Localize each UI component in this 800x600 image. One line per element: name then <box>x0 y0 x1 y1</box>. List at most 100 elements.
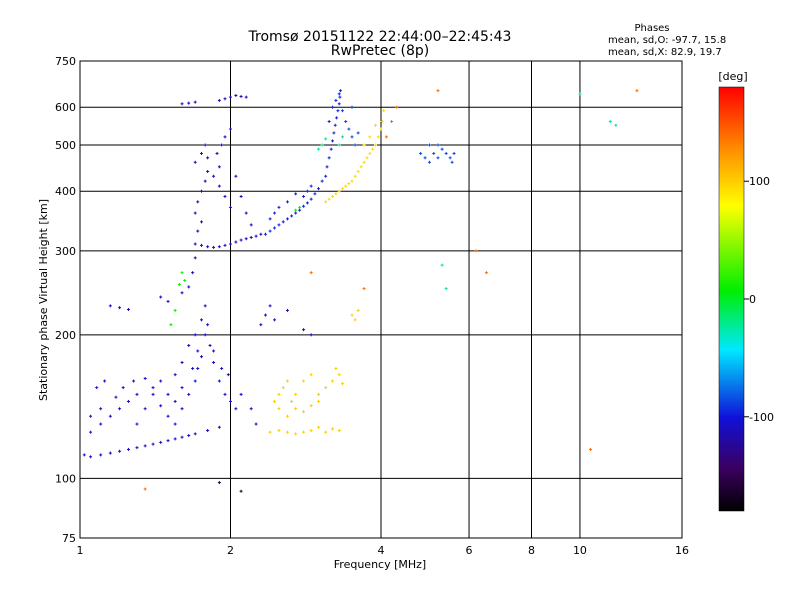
data-point <box>135 446 139 450</box>
data-point <box>359 165 363 169</box>
data-point <box>334 366 338 370</box>
data-point <box>277 223 281 227</box>
data-point <box>200 243 204 247</box>
data-point <box>324 430 328 434</box>
data-point <box>196 366 200 370</box>
data-point <box>268 430 272 434</box>
data-point <box>273 399 277 403</box>
data-point <box>336 109 340 113</box>
data-point <box>187 434 191 438</box>
data-point <box>444 151 448 155</box>
data-point <box>203 143 207 147</box>
data-point <box>196 229 200 233</box>
data-point <box>334 192 338 196</box>
data-point <box>356 169 360 173</box>
data-point <box>234 240 238 244</box>
data-point <box>298 208 302 212</box>
data-point <box>212 245 216 249</box>
data-point <box>135 392 139 396</box>
y-tick-label: 400 <box>55 185 76 198</box>
data-point <box>353 174 357 178</box>
data-point <box>309 184 313 188</box>
data-point <box>382 109 386 113</box>
data-point <box>212 360 216 364</box>
data-point <box>177 282 181 286</box>
data-point <box>200 318 204 322</box>
data-point <box>371 147 375 151</box>
phase-stats: Phases mean, sd,O: -97.7, 15.8 mean, sd,… <box>608 23 726 58</box>
data-point <box>180 386 184 390</box>
data-point <box>217 245 221 249</box>
data-point <box>395 105 399 109</box>
data-point <box>132 379 136 383</box>
x-tick-label: 2 <box>227 544 234 557</box>
data-point <box>313 192 317 196</box>
data-point <box>578 92 582 96</box>
data-point <box>294 432 298 436</box>
y-tick-label: 750 <box>55 55 76 68</box>
data-point <box>327 156 331 160</box>
data-point <box>290 399 294 403</box>
data-point <box>249 223 253 227</box>
data-point <box>151 386 155 390</box>
y-tick-label: 600 <box>55 101 76 114</box>
x-tick-label: 4 <box>378 544 385 557</box>
data-point <box>229 127 232 131</box>
data-point <box>356 131 360 135</box>
x-tick-label: 6 <box>466 544 473 557</box>
data-point <box>217 165 221 169</box>
data-point <box>217 425 221 429</box>
data-point <box>356 308 360 312</box>
data-point <box>320 143 324 147</box>
data-point <box>239 392 243 396</box>
colorbar-tick-label: 0 <box>749 293 756 306</box>
data-point <box>244 95 248 99</box>
data-point <box>331 427 335 431</box>
data-point <box>350 179 354 183</box>
data-point <box>193 242 197 246</box>
data-point <box>362 160 366 164</box>
colorbar-tick-label: 100 <box>749 175 770 188</box>
data-point <box>223 135 227 139</box>
data-point <box>368 151 372 155</box>
data-point <box>337 102 341 106</box>
data-point <box>173 422 177 426</box>
data-point <box>353 318 357 322</box>
data-point <box>259 232 263 236</box>
colorbar: [deg] 100 0 -100 <box>718 70 774 512</box>
data-point <box>239 94 243 98</box>
data-point <box>223 392 227 396</box>
y-tick-label: 100 <box>55 472 76 485</box>
data-point <box>159 440 163 444</box>
data-point <box>143 376 147 380</box>
data-point <box>151 442 155 446</box>
data-point <box>305 201 309 205</box>
data-point <box>450 160 454 164</box>
data-point <box>432 151 436 155</box>
y-tick-label: 75 <box>62 532 76 545</box>
data-point <box>281 220 285 224</box>
data-point <box>281 386 285 390</box>
data-point <box>217 184 221 188</box>
data-point <box>268 217 272 221</box>
data-point <box>212 174 216 178</box>
data-point <box>159 404 163 408</box>
data-point <box>317 392 321 396</box>
data-point <box>340 135 344 139</box>
data-point <box>423 156 427 160</box>
data-point <box>339 89 343 93</box>
data-point <box>309 404 313 408</box>
data-point <box>452 151 456 155</box>
data-point <box>166 299 170 303</box>
data-point <box>344 120 348 124</box>
data-point <box>234 174 238 178</box>
data-point <box>376 135 380 139</box>
data-point <box>114 395 118 399</box>
data-point <box>259 323 263 327</box>
data-point <box>220 366 224 370</box>
data-point <box>324 386 328 390</box>
data-point <box>285 200 289 204</box>
data-point <box>331 105 335 109</box>
data-points <box>82 89 639 493</box>
data-point <box>337 92 341 96</box>
